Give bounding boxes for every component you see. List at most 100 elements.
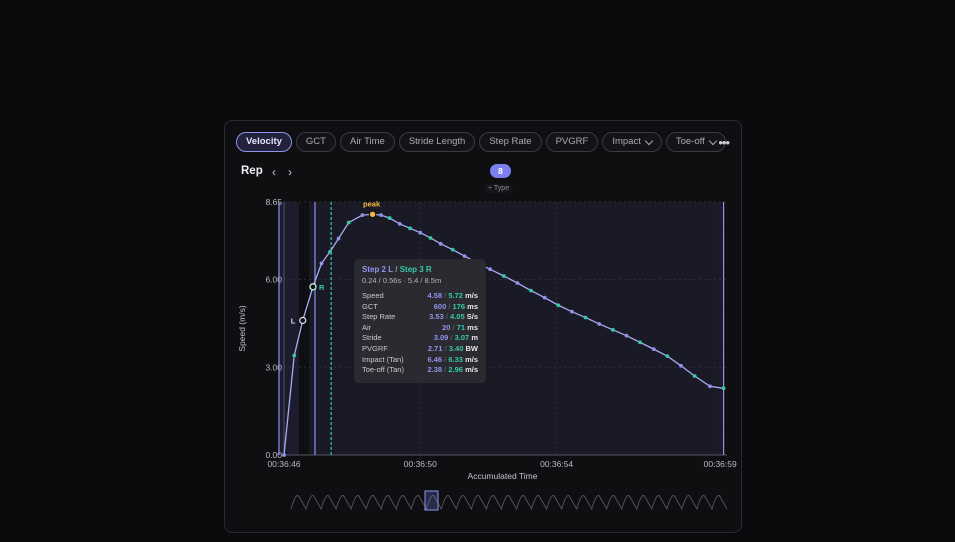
tab-toe-off[interactable]: Toe-off bbox=[665, 132, 726, 152]
tooltip-subtitle: 0.24 / 0.56s · 5.4 / 8.5m bbox=[362, 276, 442, 285]
tooltip-label: GCT bbox=[362, 301, 378, 311]
right-step-marker bbox=[309, 283, 317, 291]
step-tooltip: Step 2 L / Step 3 R 0.24 / 0.56s · 5.4 /… bbox=[354, 259, 486, 383]
tab-label: Air Time bbox=[349, 136, 385, 147]
tab-label: Stride Length bbox=[408, 136, 466, 147]
tab-label: Step Rate bbox=[489, 136, 532, 147]
tooltip-row: Stride 3.09 / 3.07 m bbox=[362, 333, 478, 344]
tab-stride-length[interactable]: Stride Length bbox=[398, 132, 476, 152]
tab-label: Toe-off bbox=[675, 136, 705, 147]
tooltip-step-left: Step 2 L bbox=[362, 265, 393, 274]
tooltip-row: Impact (Tan) 6.46 / 6.33 m/s bbox=[362, 355, 478, 366]
tooltip-label: Speed bbox=[362, 291, 384, 300]
tooltip-row: Air 20 / 71 ms bbox=[362, 323, 478, 334]
data-point bbox=[570, 309, 574, 314]
more-horizontal-icon[interactable]: ••• bbox=[718, 135, 730, 150]
tooltip-row: Step Rate 3.53 / 4.05 S/s bbox=[362, 312, 478, 323]
data-point bbox=[438, 241, 443, 246]
velocity-panel: Velocity GCT Air Time Stride Length Step Rat… bbox=[224, 120, 742, 533]
data-point bbox=[665, 354, 670, 359]
tab-velocity[interactable]: Velocity bbox=[236, 132, 292, 152]
tooltip-header: Step 2 L / Step 3 R bbox=[362, 265, 478, 274]
overview-selection bbox=[424, 490, 439, 511]
data-point bbox=[542, 295, 547, 300]
data-point bbox=[501, 274, 506, 278]
y-tick-label: 3.00 bbox=[265, 362, 282, 372]
metric-tabs: Velocity GCT Air Time Stride Length Step Rat… bbox=[236, 132, 726, 152]
data-point bbox=[292, 353, 297, 358]
data-point bbox=[408, 226, 412, 231]
x-tick-label: 00:36:59 bbox=[704, 459, 737, 469]
x-axis-label: Accumulated Time bbox=[468, 471, 538, 481]
tab-label: Velocity bbox=[246, 136, 282, 147]
data-point bbox=[529, 288, 533, 293]
tooltip-value: 4.58 / 5.72 m/s bbox=[427, 291, 478, 300]
x-tick-label: 00:36:50 bbox=[404, 459, 437, 469]
data-point bbox=[638, 340, 643, 345]
data-point bbox=[692, 374, 697, 378]
y-tick-label: 6.00 bbox=[265, 275, 282, 285]
data-point bbox=[360, 213, 365, 218]
data-point bbox=[319, 261, 324, 266]
tooltip-row: Toe-off (Tan) 2.38 / 2.96 m/s bbox=[362, 365, 478, 376]
peak-label: peak bbox=[363, 199, 381, 208]
rep-badge[interactable]: 8 bbox=[490, 164, 511, 178]
tooltip-value: 2.71 / 3.40 BW bbox=[427, 343, 478, 353]
left-marker-label: L bbox=[291, 316, 296, 325]
data-point bbox=[418, 230, 423, 235]
data-point bbox=[624, 333, 629, 338]
tab-gct[interactable]: GCT bbox=[295, 132, 336, 152]
data-point bbox=[488, 267, 493, 272]
x-tick-label: 00:36:54 bbox=[540, 459, 573, 469]
tab-label: PVGRF bbox=[555, 136, 589, 147]
tooltip-row: GCT 600 / 176 ms bbox=[362, 302, 478, 313]
peak-marker bbox=[368, 210, 377, 218]
tab-air-time[interactable]: Air Time bbox=[339, 132, 395, 152]
data-point bbox=[679, 363, 683, 368]
tooltip-value: 3.09 / 3.07 m bbox=[433, 333, 478, 343]
tooltip-label: PVGRF bbox=[362, 343, 388, 353]
data-point bbox=[336, 236, 341, 241]
data-point bbox=[346, 220, 351, 225]
tooltip-label: Toe-off (Tan) bbox=[362, 365, 404, 375]
data-point bbox=[379, 213, 384, 218]
add-type-button[interactable]: + Type bbox=[484, 184, 514, 193]
tab-label: GCT bbox=[305, 136, 326, 147]
chevron-right-icon[interactable]: › bbox=[288, 165, 292, 179]
tooltip-label: Step Rate bbox=[362, 312, 396, 322]
tab-label: Impact bbox=[612, 136, 641, 147]
data-point bbox=[282, 453, 286, 457]
y-tick-label: 0.00 bbox=[265, 450, 282, 460]
overview-waveform bbox=[290, 495, 728, 511]
tooltip-value: 2.38 / 2.96 m/s bbox=[427, 365, 478, 375]
tooltip-value: 600 / 176 ms bbox=[433, 301, 478, 311]
data-point bbox=[721, 386, 726, 391]
tooltip-label: Air bbox=[362, 322, 372, 332]
tooltip-value: 20 / 71 ms bbox=[442, 322, 478, 332]
x-tick-label: 00:36:46 bbox=[267, 459, 300, 469]
left-step-marker bbox=[299, 316, 307, 325]
data-point bbox=[328, 249, 332, 254]
selection-band bbox=[279, 202, 299, 455]
tooltip-label: Impact (Tan) bbox=[362, 354, 404, 364]
tooltip-step-right: Step 3 R bbox=[399, 265, 432, 274]
tooltip-row: Speed 4.58 / 5.72 m/s bbox=[362, 291, 478, 302]
data-point bbox=[583, 315, 588, 320]
tab-impact[interactable]: Impact bbox=[602, 132, 662, 152]
y-tick-label: 8.65 bbox=[265, 197, 282, 207]
rep-title: Rep bbox=[241, 165, 263, 177]
data-point bbox=[515, 281, 520, 285]
data-point bbox=[428, 236, 433, 240]
right-marker-label: R bbox=[319, 283, 325, 292]
tooltip-head-sep: / bbox=[395, 265, 398, 274]
data-point bbox=[597, 322, 602, 326]
data-point bbox=[556, 303, 561, 308]
tooltip-row: PVGRF 2.71 / 3.40 BW bbox=[362, 344, 478, 355]
data-point bbox=[708, 384, 712, 389]
chevron-left-icon[interactable]: ‹ bbox=[272, 165, 276, 179]
data-point bbox=[450, 247, 455, 252]
y-axis-label: Speed (m/s) bbox=[237, 305, 247, 351]
data-point bbox=[610, 327, 615, 332]
tab-pvgrf[interactable]: PVGRF bbox=[545, 132, 599, 152]
tab-step-rate[interactable]: Step Rate bbox=[479, 132, 542, 152]
